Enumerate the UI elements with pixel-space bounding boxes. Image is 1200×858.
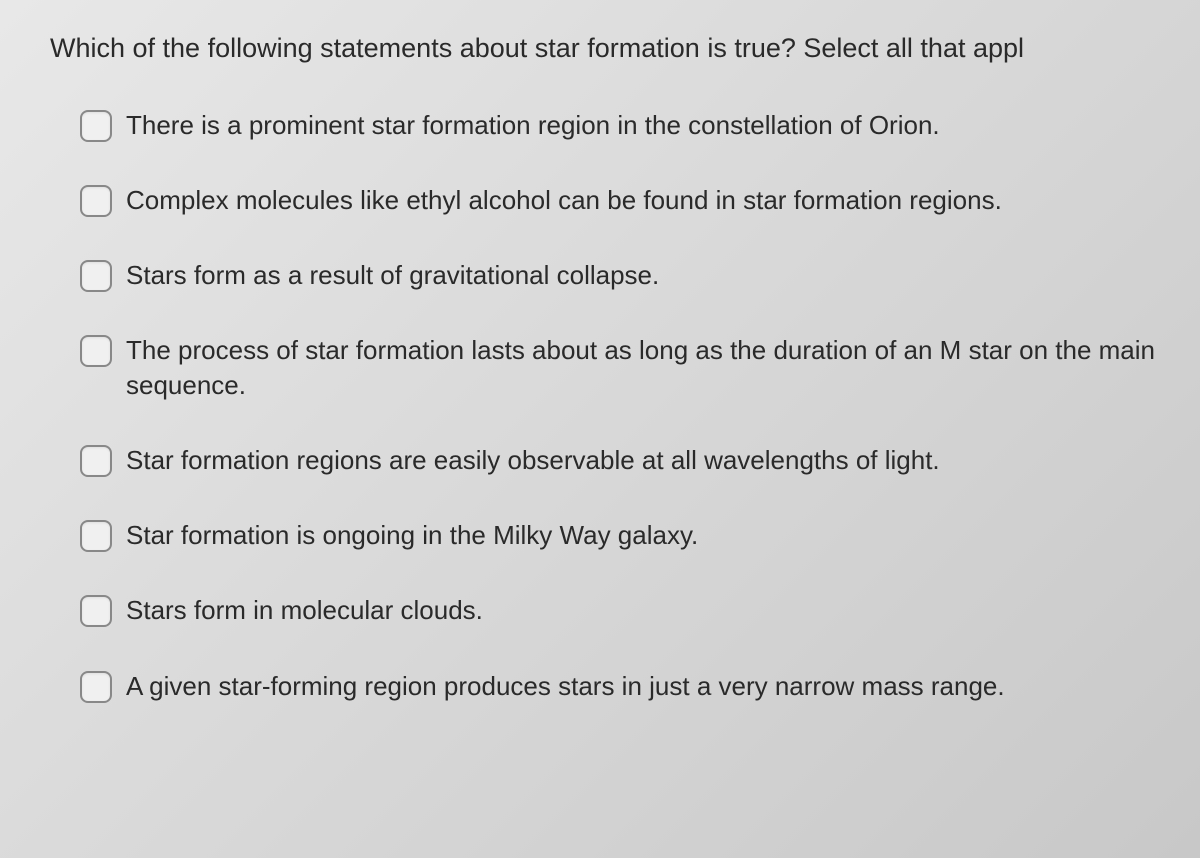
option-row: Stars form as a result of gravitational … <box>80 258 1200 293</box>
option-text-2: Complex molecules like ethyl alcohol can… <box>126 183 1002 218</box>
option-row: Star formation regions are easily observ… <box>80 443 1200 478</box>
option-checkbox-3[interactable] <box>80 260 112 292</box>
option-text-3: Stars form as a result of gravitational … <box>126 258 659 293</box>
option-checkbox-2[interactable] <box>80 185 112 217</box>
option-text-1: There is a prominent star formation regi… <box>126 108 940 143</box>
option-checkbox-6[interactable] <box>80 520 112 552</box>
option-row: There is a prominent star formation regi… <box>80 108 1200 143</box>
option-text-7: Stars form in molecular clouds. <box>126 593 483 628</box>
option-row: A given star-forming region produces sta… <box>80 669 1200 704</box>
option-checkbox-8[interactable] <box>80 671 112 703</box>
option-row: Complex molecules like ethyl alcohol can… <box>80 183 1200 218</box>
options-list: There is a prominent star formation regi… <box>50 108 1200 704</box>
option-text-4: The process of star formation lasts abou… <box>126 333 1200 403</box>
question-container: Which of the following statements about … <box>0 0 1200 774</box>
option-text-6: Star formation is ongoing in the Milky W… <box>126 518 698 553</box>
question-prompt: Which of the following statements about … <box>50 30 1200 68</box>
option-checkbox-7[interactable] <box>80 595 112 627</box>
option-text-5: Star formation regions are easily observ… <box>126 443 940 478</box>
option-row: Star formation is ongoing in the Milky W… <box>80 518 1200 553</box>
option-text-8: A given star-forming region produces sta… <box>126 669 1005 704</box>
option-checkbox-4[interactable] <box>80 335 112 367</box>
option-checkbox-1[interactable] <box>80 110 112 142</box>
option-row: Stars form in molecular clouds. <box>80 593 1200 628</box>
option-row: The process of star formation lasts abou… <box>80 333 1200 403</box>
option-checkbox-5[interactable] <box>80 445 112 477</box>
